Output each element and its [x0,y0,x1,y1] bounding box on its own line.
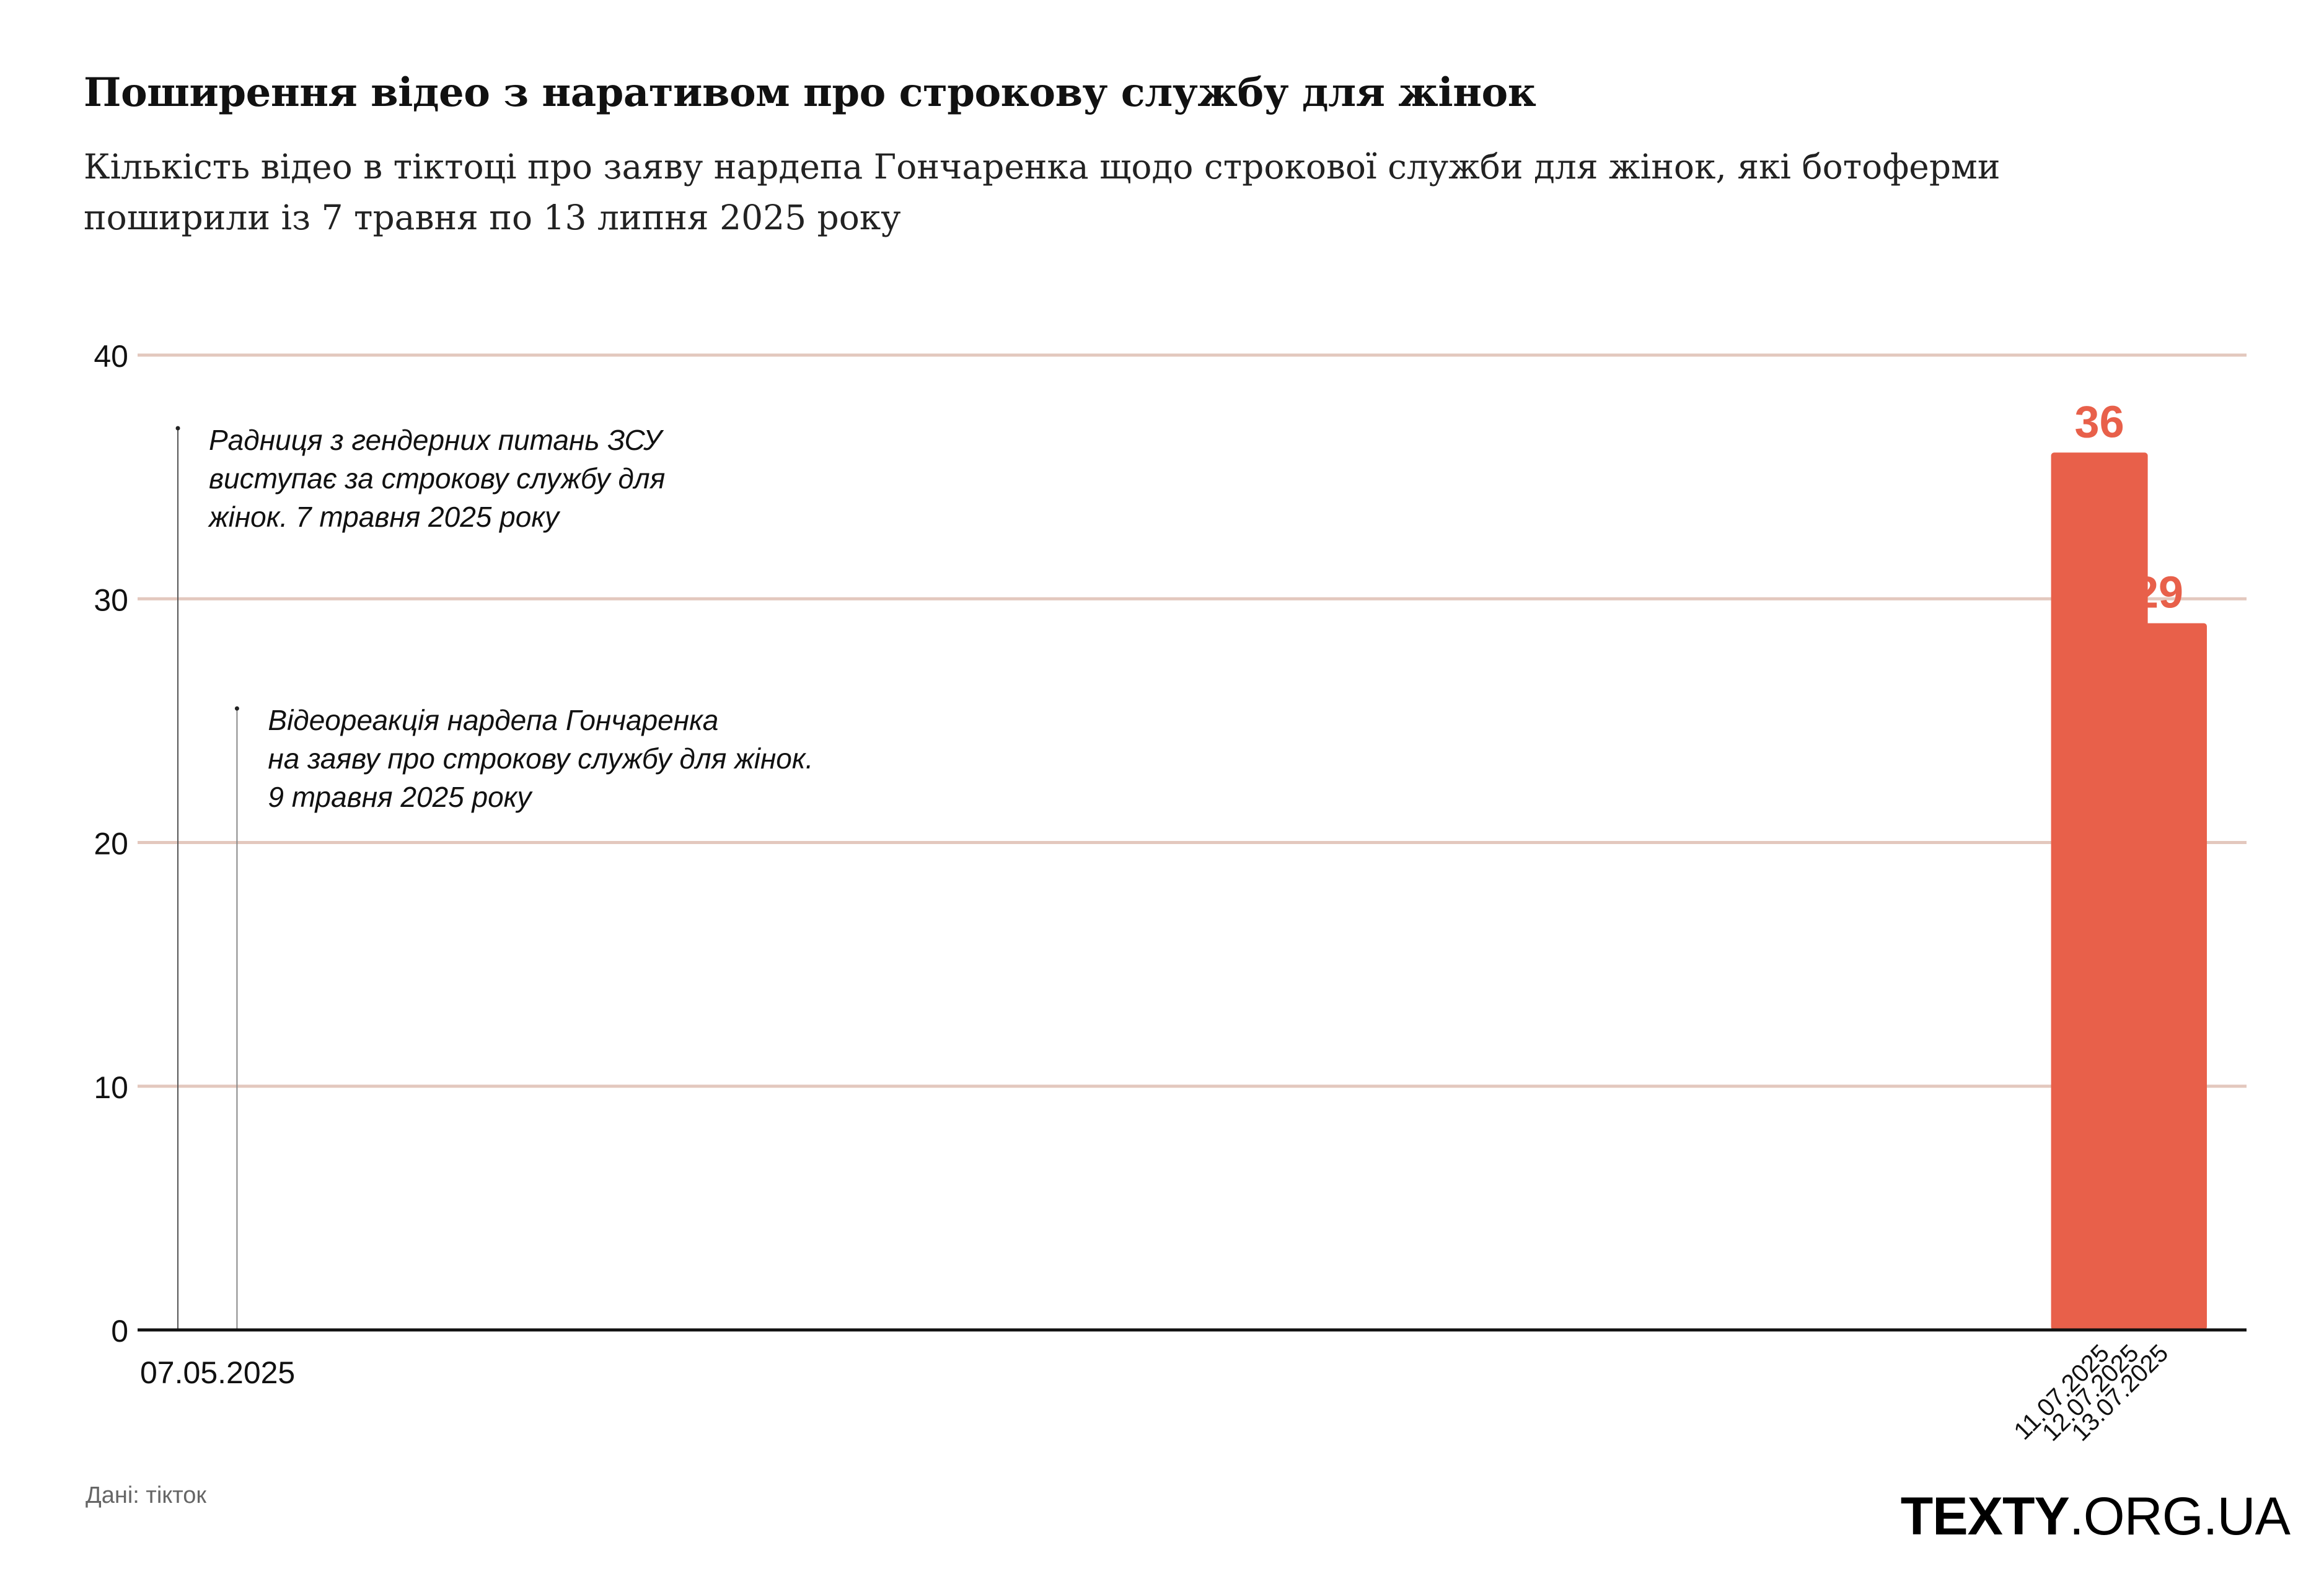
annotation-dot [234,706,239,711]
y-tick-label: 0 [111,1314,128,1349]
y-tick-label: 30 [94,583,128,617]
chart-subtitle: Кількість відео в тіктоці про заяву нард… [84,147,2000,237]
annotation-text: Відеореакція нардепа Гончаренка [268,704,718,736]
annotation-text: жінок. 7 травня 2025 року [208,501,561,533]
chart-title: Поширення відео з наративом про строкову… [84,69,1536,116]
annotation-text: Радниця з гендерних питань ЗСУ [209,424,664,456]
logo-bold: TEXTY [1900,1487,2070,1546]
logo-light: .ORG.UA [2069,1487,2291,1546]
data-label: 36 [2075,397,2124,447]
data-label: 29 [2134,568,2183,618]
data-source: Дані: тікток [86,1482,207,1508]
annotation-text: 9 травня 2025 року [268,781,533,813]
y-tick-label: 40 [94,339,128,374]
bar [2110,623,2207,1331]
texty-logo: TEXTY.ORG.UA [1900,1486,2291,1547]
y-tick-label: 10 [94,1070,128,1105]
annotation-dot [175,426,180,431]
x-start-label: 07.05.2025 [140,1355,295,1390]
annotation-text: на заяву про строкову службу для жінок. [268,742,813,775]
annotation-text: виступає за строкову службу для [209,462,665,495]
y-tick-label: 20 [94,827,128,861]
